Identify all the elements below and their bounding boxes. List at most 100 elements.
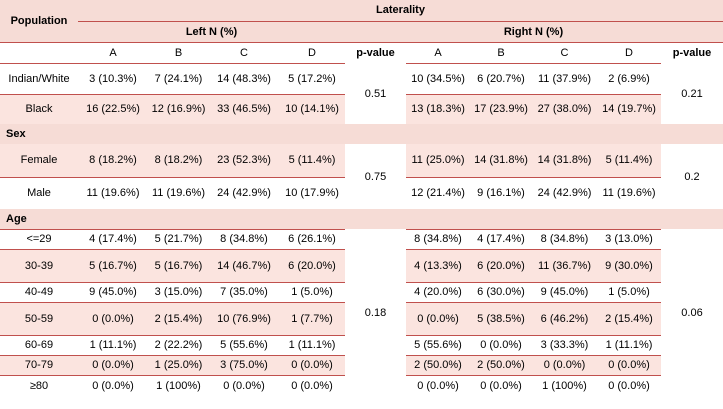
cell: 2 (50.0%) — [470, 354, 532, 375]
cell: 6 (20.7%) — [470, 62, 532, 94]
table-row: Black 16 (22.5%) 12 (16.9%) 33 (46.5%) 1… — [0, 93, 723, 124]
section-sex: Sex — [0, 124, 78, 144]
cell: 0 (0.0%) — [78, 354, 148, 375]
cell: 10 (34.5%) — [406, 62, 470, 94]
cell: 1 (5.0%) — [597, 281, 661, 302]
cell: 16 (22.5%) — [78, 93, 148, 124]
pvalue-sex-right: 0.2 — [661, 144, 723, 209]
cell: 1 (11.1%) — [597, 334, 661, 355]
cell: 8 (34.8%) — [406, 228, 470, 249]
table-row: Indian/White 3 (10.3%) 7 (24.1%) 14 (48.… — [0, 62, 723, 124]
pvalue-age-left: 0.18 — [345, 229, 406, 397]
cell: 0 (0.0%) — [78, 301, 148, 335]
col-b-left: B — [148, 41, 209, 63]
cell: 11 (25.0%) — [406, 144, 470, 177]
header-left: Left N (%) — [78, 21, 345, 42]
row-label: 30-39 — [0, 248, 78, 282]
cell: 1 (100%) — [148, 374, 209, 397]
cell: 2 (22.2%) — [148, 334, 209, 355]
cell: 7 (24.1%) — [148, 62, 209, 94]
cell: 9 (45.0%) — [532, 281, 597, 302]
cell: 14 (31.8%) — [470, 144, 532, 177]
cell: 6 (26.1%) — [279, 228, 345, 249]
col-a-left: A — [78, 41, 148, 63]
cell: 3 (10.3%) — [78, 62, 148, 94]
cell: 17 (23.9%) — [470, 93, 532, 124]
cell: 0 (0.0%) — [597, 354, 661, 375]
cell: 12 (21.4%) — [406, 176, 470, 209]
cell: 5 (11.4%) — [279, 144, 345, 177]
row-label: Female — [0, 144, 78, 177]
cell: 5 (55.6%) — [209, 334, 279, 355]
pvalue-sex-left: 0.75 — [345, 144, 406, 209]
cell: 8 (34.8%) — [209, 228, 279, 249]
cell: 8 (18.2%) — [78, 144, 148, 177]
cell: 5 (55.6%) — [406, 334, 470, 355]
row-label: 50-59 — [0, 301, 78, 335]
cell: 10 (14.1%) — [279, 93, 345, 124]
header-right: Right N (%) — [406, 21, 661, 42]
cell: 6 (20.0%) — [470, 248, 532, 282]
col-b-right: B — [470, 41, 532, 63]
cell: 0 (0.0%) — [470, 334, 532, 355]
header-laterality: Laterality — [78, 0, 723, 22]
col-d-left: D — [279, 41, 345, 63]
row-label: ≥80 — [0, 374, 78, 397]
cell: 0 (0.0%) — [209, 374, 279, 397]
cell: 3 (15.0%) — [148, 281, 209, 302]
table-row: 40-49 9 (45.0%) 3 (15.0%) 7 (35.0%) 1 (5… — [0, 281, 723, 302]
cell: 5 (16.7%) — [148, 248, 209, 282]
pvalue-population-right: 0.21 — [661, 63, 723, 124]
table-row: Female 8 (18.2%) 8 (18.2%) 23 (52.3%) 5 … — [0, 144, 723, 209]
row-label: 40-49 — [0, 281, 78, 302]
cell: 24 (42.9%) — [532, 176, 597, 209]
cell: 2 (15.4%) — [148, 301, 209, 335]
cell: 9 (45.0%) — [78, 281, 148, 302]
pvalue-population-left: 0.51 — [345, 63, 406, 124]
cell: 14 (46.7%) — [209, 248, 279, 282]
col-c-left: C — [209, 41, 279, 63]
cell: 1 (11.1%) — [279, 334, 345, 355]
cell: 6 (46.2%) — [532, 301, 597, 335]
cell: 0 (0.0%) — [470, 374, 532, 397]
table-row: 50-59 0 (0.0%) 2 (15.4%) 10 (76.9%) 1 (7… — [0, 301, 723, 335]
table-row: <=29 4 (17.4%) 5 (21.7%) 8 (34.8%) 6 (26… — [0, 228, 723, 397]
table-row: 70-79 0 (0.0%) 1 (25.0%) 3 (75.0%) 0 (0.… — [0, 354, 723, 375]
row-label: 70-79 — [0, 354, 78, 375]
cell: 10 (17.9%) — [279, 176, 345, 209]
cell: 12 (16.9%) — [148, 93, 209, 124]
laterality-table: Population Laterality Left N (%) Right N… — [0, 0, 723, 397]
section-age: Age — [0, 209, 78, 229]
cell: 23 (52.3%) — [209, 144, 279, 177]
cell: 11 (36.7%) — [532, 248, 597, 282]
cell: 1 (7.7%) — [279, 301, 345, 335]
cell: 2 (6.9%) — [597, 62, 661, 94]
cell: 5 (21.7%) — [148, 228, 209, 249]
cell: 0 (0.0%) — [279, 354, 345, 375]
col-d-right: D — [597, 41, 661, 63]
cell: 33 (46.5%) — [209, 93, 279, 124]
cell: 24 (42.9%) — [209, 176, 279, 209]
cell: 6 (20.0%) — [279, 248, 345, 282]
cell: 13 (18.3%) — [406, 93, 470, 124]
row-label: Male — [0, 176, 78, 209]
cell: 4 (20.0%) — [406, 281, 470, 302]
cell: 2 (15.4%) — [597, 301, 661, 335]
col-a-right: A — [406, 41, 470, 63]
cell: 8 (18.2%) — [148, 144, 209, 177]
row-label: 60-69 — [0, 334, 78, 355]
cell: 11 (19.6%) — [148, 176, 209, 209]
col-pvalue-right: p-value — [661, 41, 723, 63]
cell: 8 (34.8%) — [532, 228, 597, 249]
col-pvalue-left: p-value — [345, 41, 406, 63]
cell: 5 (11.4%) — [597, 144, 661, 177]
cell: 11 (37.9%) — [532, 62, 597, 94]
cell: 4 (17.4%) — [470, 228, 532, 249]
row-label: <=29 — [0, 228, 78, 249]
table-row: ≥80 0 (0.0%) 1 (100%) 0 (0.0%) 0 (0.0%) … — [0, 374, 723, 397]
cell: 2 (50.0%) — [406, 354, 470, 375]
cell: 1 (100%) — [532, 374, 597, 397]
cell: 6 (30.0%) — [470, 281, 532, 302]
pvalue-age-right: 0.06 — [661, 229, 723, 397]
row-label: Black — [0, 93, 78, 124]
